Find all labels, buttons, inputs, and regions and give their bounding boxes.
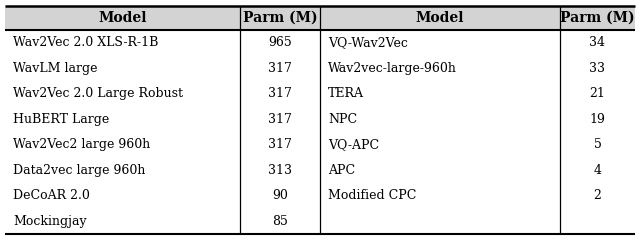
Text: VQ-APC: VQ-APC (328, 138, 379, 151)
Text: Wav2Vec 2.0 XLS-R-1B: Wav2Vec 2.0 XLS-R-1B (13, 36, 158, 49)
Text: HuBERT Large: HuBERT Large (13, 113, 109, 126)
Text: 317: 317 (268, 87, 292, 100)
Text: 90: 90 (272, 189, 288, 202)
Text: Data2vec large 960h: Data2vec large 960h (13, 164, 145, 177)
Text: VQ-Wav2Vec: VQ-Wav2Vec (328, 36, 408, 49)
Text: Parm (M): Parm (M) (560, 11, 635, 25)
Text: TERA: TERA (328, 87, 364, 100)
Text: 965: 965 (268, 36, 292, 49)
Text: 21: 21 (589, 87, 605, 100)
Text: Modified CPC: Modified CPC (328, 189, 417, 202)
Text: Wav2vec-large-960h: Wav2vec-large-960h (328, 62, 457, 75)
Text: 317: 317 (268, 138, 292, 151)
Text: Wav2Vec2 large 960h: Wav2Vec2 large 960h (13, 138, 150, 151)
Text: 34: 34 (589, 36, 605, 49)
Text: 19: 19 (589, 113, 605, 126)
Text: 317: 317 (268, 62, 292, 75)
Text: Model: Model (416, 11, 464, 25)
Text: 33: 33 (589, 62, 605, 75)
Text: Parm (M): Parm (M) (243, 11, 317, 25)
Text: 313: 313 (268, 164, 292, 177)
Text: DeCoAR 2.0: DeCoAR 2.0 (13, 189, 90, 202)
Bar (5, 6, 635, 30)
Text: WavLM large: WavLM large (13, 62, 97, 75)
Text: 2: 2 (593, 189, 602, 202)
Text: NPC: NPC (328, 113, 357, 126)
Text: Wav2Vec 2.0 Large Robust: Wav2Vec 2.0 Large Robust (13, 87, 183, 100)
Text: Mockingjay: Mockingjay (13, 215, 86, 228)
Text: 4: 4 (593, 164, 602, 177)
Text: 85: 85 (272, 215, 288, 228)
Text: APC: APC (328, 164, 355, 177)
Text: 317: 317 (268, 113, 292, 126)
Text: Model: Model (99, 11, 147, 25)
Text: 5: 5 (593, 138, 602, 151)
